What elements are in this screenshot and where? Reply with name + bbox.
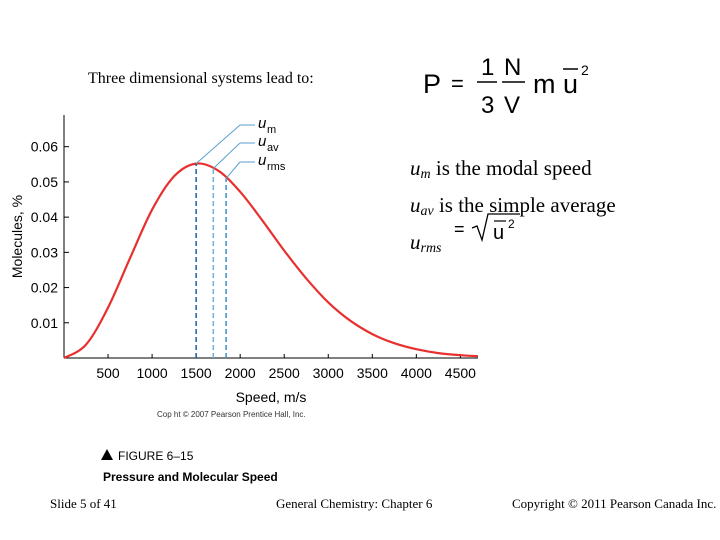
- distribution-curve: [63, 162, 479, 359]
- x-tick-label: 1500: [181, 365, 212, 381]
- legend-urms: urms: [410, 230, 442, 256]
- figure-copyright: Cop ht © 2007 Pearson Prentice Hall, Inc…: [157, 410, 306, 419]
- formula-frac2-num: N: [504, 54, 521, 81]
- pressure-formula: P = 1 3 N V m u 2: [423, 54, 589, 119]
- formula-frac1-den: 3: [481, 92, 494, 119]
- y-tick-label: 0.03: [31, 244, 58, 260]
- leader-line-m: [195, 124, 241, 164]
- x-axis-label: Speed, m/s: [236, 389, 307, 405]
- formula-frac2-den: V: [504, 92, 520, 119]
- formula-m: m: [533, 69, 556, 99]
- leader-line-av: [212, 142, 241, 169]
- formula-frac1-num: 1: [481, 54, 494, 81]
- x-tick-label: 4000: [401, 365, 432, 381]
- x-tick-label: 500: [96, 365, 120, 381]
- marker-label-av: u: [258, 133, 267, 150]
- y-tick-label: 0.05: [31, 174, 58, 190]
- speed-legend: um is the modal speed uav is the simple …: [410, 153, 616, 264]
- x-tick-label: 1000: [137, 365, 168, 381]
- x-tick-label: 3500: [357, 365, 388, 381]
- sqrt-sign: [471, 213, 520, 243]
- y-axis-label: Molecules, %: [9, 195, 25, 278]
- x-tick-label: 3000: [313, 365, 344, 381]
- formula-u: u: [563, 69, 578, 99]
- y-tick-label: 0.01: [31, 315, 58, 331]
- y-tick-label: 0.02: [31, 280, 58, 296]
- y-tick-label: 0.04: [31, 209, 58, 225]
- marker-sub-rms: rms: [267, 161, 286, 173]
- formula-eq: =: [451, 71, 464, 96]
- rms-u: u: [493, 222, 504, 244]
- legend-uav: uav is the simple average: [410, 193, 616, 219]
- intro-text: Three dimensional systems lead to:: [88, 70, 314, 87]
- chart-labels: 0.01 0.02 0.03 0.04 0.05 0.06 500 1000 1500 2000 2…: [9, 115, 476, 405]
- leader-line-rms: [225, 161, 241, 179]
- rms-formula: = u 2: [454, 213, 520, 244]
- rms-eq: =: [454, 219, 465, 239]
- chart-marks: [63, 124, 479, 359]
- marker-label-m: u: [258, 115, 267, 132]
- rms-exp: 2: [508, 217, 515, 231]
- legend-um: um is the modal speed: [410, 156, 592, 182]
- marker-label-rms: u: [258, 152, 267, 169]
- course-title: General Chemistry: Chapter 6: [276, 496, 433, 511]
- formula-p: P: [423, 69, 441, 99]
- footer-copyright: Copyright © 2011 Pearson Canada Inc.: [512, 496, 717, 511]
- x-tick-label: 2500: [269, 365, 300, 381]
- marker-sub-m: m: [267, 124, 276, 136]
- x-tick-label: 4500: [445, 365, 476, 381]
- chart-axes: [63, 115, 478, 359]
- triangle-icon: [101, 449, 113, 460]
- formula-exp: 2: [581, 62, 589, 78]
- y-tick-label: 0.06: [31, 139, 58, 155]
- x-tick-label: 2000: [225, 365, 256, 381]
- slide-number: Slide 5 of 41: [50, 496, 117, 511]
- figure-label: FIGURE 6–15: [118, 449, 194, 463]
- marker-sub-av: av: [267, 142, 279, 154]
- figure-title: Pressure and Molecular Speed: [103, 470, 278, 484]
